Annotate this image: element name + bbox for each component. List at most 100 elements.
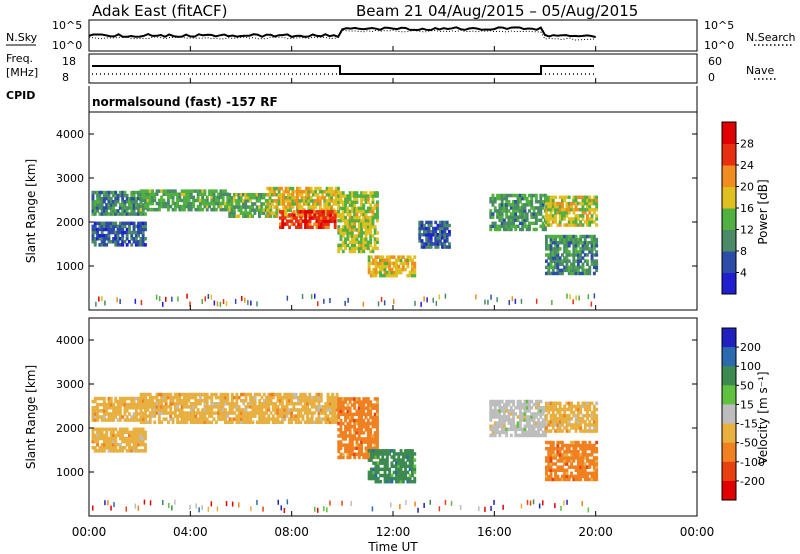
data-cell-band-6 — [576, 420, 580, 424]
data-cell-band-6 — [574, 423, 578, 427]
data-cell-band-1 — [107, 446, 111, 450]
data-cell-band-9 — [532, 206, 536, 210]
data-cell-band-4 — [305, 202, 308, 206]
data-cell-band-6 — [579, 429, 583, 433]
data-cell-band-4 — [372, 470, 376, 475]
data-cell-band-7 — [565, 468, 569, 472]
data-cell-band-4 — [286, 202, 290, 206]
data-cell-band-11 — [545, 247, 548, 251]
data-cell-band-11 — [545, 234, 548, 239]
data-cell-band-6 — [337, 209, 341, 214]
data-cell-band-3 — [348, 434, 352, 438]
data-cell-band-4 — [385, 464, 389, 468]
data-cell-band-2 — [178, 411, 182, 415]
data-cell-band-1 — [100, 230, 104, 235]
data-cell-band-11 — [576, 265, 580, 270]
data-cell-band-2 — [178, 198, 182, 203]
data-cell-band-2 — [192, 414, 195, 418]
data-cell-band-9 — [539, 206, 543, 210]
data-cell-band-7 — [406, 255, 410, 259]
data-cell-band-6 — [350, 249, 354, 254]
data-cell-band-2 — [212, 392, 216, 397]
data-cell-band-2 — [146, 195, 150, 200]
data-cell-band-5 — [516, 421, 520, 425]
data-cell-band-6 — [348, 218, 352, 223]
data-cell-band-3 — [350, 397, 354, 401]
data-cell-band-4 — [330, 193, 334, 197]
data-cell-band-4 — [273, 205, 277, 209]
data-cell-band-6 — [551, 426, 555, 430]
data-cell-band-6 — [353, 212, 357, 217]
data-cell-band-9 — [516, 206, 520, 210]
data-cell-band-7 — [549, 450, 553, 454]
colorbar-swatch — [722, 328, 736, 348]
data-cell-band-2 — [290, 402, 293, 406]
data-cell-band-4 — [305, 186, 308, 191]
data-cell-band-2 — [146, 204, 150, 209]
data-cell-band-2 — [203, 204, 207, 209]
data-cell-band-7 — [547, 462, 551, 466]
data-cell-band-6 — [337, 249, 341, 254]
data-cell-band-3 — [260, 211, 264, 215]
data-cell-band-6 — [362, 246, 366, 251]
data-cell-band-2 — [139, 399, 143, 403]
data-cell-band-8 — [422, 229, 426, 234]
data-cell-band-10 — [574, 220, 578, 224]
data-cell-band-1 — [144, 221, 147, 226]
near-range-fleck — [459, 504, 462, 510]
near-range-fleck — [329, 298, 331, 303]
data-cell-band-8 — [441, 233, 444, 237]
data-cell-band-1 — [121, 446, 125, 450]
data-cell-band-7 — [565, 450, 569, 454]
data-cell-band-0 — [141, 212, 145, 216]
data-cell-band-3 — [346, 406, 350, 410]
data-cell-band-2 — [255, 420, 259, 424]
data-cell-band-5 — [326, 222, 330, 226]
data-cell-band-10 — [570, 201, 573, 206]
data-cell-band-7 — [595, 446, 599, 451]
data-cell-band-2 — [237, 420, 241, 424]
data-cell-band-5 — [521, 406, 525, 410]
data-cell-band-4 — [376, 449, 380, 453]
data-cell-band-9 — [544, 193, 547, 198]
data-cell-band-3 — [341, 452, 345, 457]
data-cell-band-2 — [319, 395, 323, 400]
data-cell-band-4 — [298, 186, 302, 191]
data-cell-band-1 — [121, 430, 125, 435]
data-cell-band-2 — [157, 392, 161, 397]
data-cell-band-1 — [125, 439, 129, 444]
data-cell-band-5 — [516, 415, 520, 419]
data-cell-band-7 — [392, 270, 396, 275]
data-cell-band-2 — [144, 408, 148, 412]
data-cell-band-5 — [489, 418, 493, 422]
data-cell-band-0 — [114, 209, 118, 213]
data-cell-band-10 — [579, 207, 583, 212]
data-cell-band-2 — [240, 408, 243, 412]
data-cell-band-7 — [411, 261, 414, 266]
data-cell-band-5 — [528, 421, 531, 425]
data-cell-band-6 — [366, 209, 370, 214]
data-cell-band-2 — [144, 392, 148, 397]
data-cell-band-9 — [509, 215, 513, 219]
data-cell-band-1 — [139, 230, 143, 235]
data-cell-band-2 — [331, 417, 335, 421]
data-cell-band-2 — [210, 198, 214, 203]
data-cell-band-7 — [547, 440, 551, 445]
data-cell-band-0 — [134, 418, 138, 422]
data-cell-band-6 — [558, 420, 562, 424]
data-cell-band-0 — [112, 203, 115, 207]
data-cell-band-11 — [558, 268, 562, 273]
data-cell-band-4 — [270, 186, 274, 191]
data-cell-band-4 — [383, 452, 387, 456]
data-cell-band-0 — [130, 418, 134, 422]
data-cell-band-2 — [249, 392, 252, 397]
data-cell-band-5 — [518, 424, 522, 428]
data-cell-band-3 — [242, 199, 245, 203]
noise-left-tick-top: 10^5 — [52, 19, 82, 32]
data-cell-band-2 — [212, 189, 216, 193]
data-cell-band-3 — [251, 208, 254, 212]
near-range-fleck — [417, 507, 419, 513]
data-cell-band-3 — [337, 412, 341, 417]
data-cell-band-0 — [128, 203, 131, 207]
data-cell-band-7 — [551, 443, 555, 448]
